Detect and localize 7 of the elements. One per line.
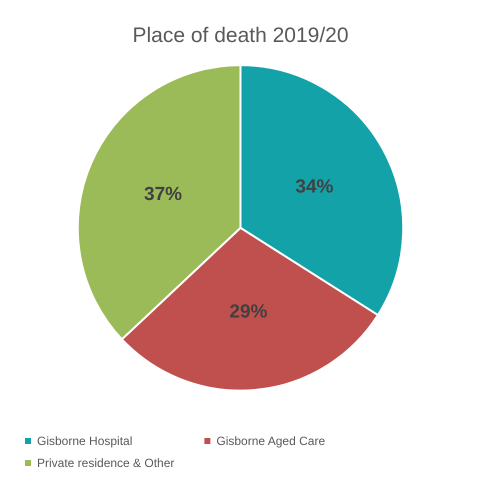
legend-label: Private residence & Other: [37, 456, 174, 470]
data-label: 37%: [144, 184, 182, 205]
legend-label: Gisborne Aged Care: [216, 434, 326, 448]
data-label: 34%: [295, 176, 334, 198]
chart-title: Place of death 2019/20: [132, 24, 349, 47]
data-label: 29%: [229, 301, 268, 322]
legend-label: Gisborne Hospital: [37, 434, 132, 448]
